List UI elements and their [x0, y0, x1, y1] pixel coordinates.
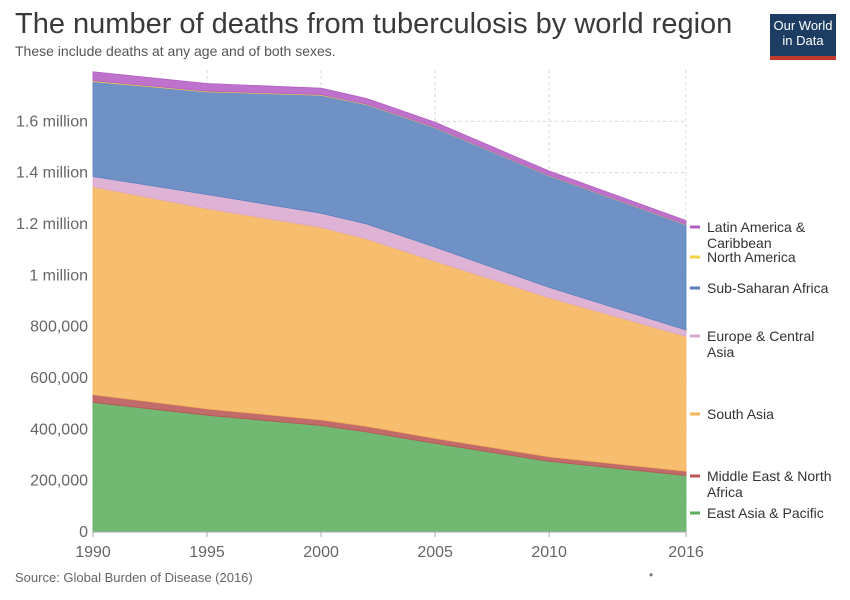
area-latin-america-and-caribbean: [92, 71, 687, 225]
logo-line-1: Our World: [773, 18, 833, 33]
source-note: Source: Global Burden of Disease (2016): [15, 570, 253, 585]
legend-label: North America: [707, 249, 796, 265]
y-tick-label: 400,000: [30, 421, 88, 438]
legend-label: Latin America & Caribbean: [707, 219, 806, 251]
owid-logo[interactable]: Our World in Data: [770, 14, 836, 60]
x-tick-label: 1995: [189, 544, 225, 561]
x-tick-label: 2016: [668, 544, 704, 561]
x-tick-label: 2005: [417, 544, 453, 561]
area-series: [92, 71, 687, 533]
legend-item-latin-america-and-caribbean: Latin America & Caribbean: [690, 219, 806, 251]
legend-item-europe-and-central-asia: Europe & Central Asia: [690, 328, 814, 360]
footer-dot: •: [649, 568, 654, 582]
legend-label: South Asia: [707, 406, 774, 422]
legend-item-middle-east-and-north-africa: Middle East & North Africa: [690, 468, 832, 500]
x-tick-label: 1990: [75, 544, 111, 561]
legend-item-sub-saharan-africa: Sub-Saharan Africa: [690, 280, 829, 296]
legend-label: Europe & Central Asia: [707, 328, 814, 360]
legend-label: Middle East & North Africa: [707, 468, 832, 500]
y-tick-label: 1.2 million: [16, 216, 88, 233]
chart-subtitle: These include deaths at any age and of b…: [15, 43, 336, 59]
legend-item-south-asia: South Asia: [690, 406, 774, 422]
logo-line-2: in Data: [782, 33, 824, 48]
y-tick-label: 0: [79, 524, 88, 541]
legend-label: Sub-Saharan Africa: [707, 280, 829, 296]
y-tick-label: 1.4 million: [16, 165, 88, 182]
legend-label: East Asia & Pacific: [707, 505, 824, 521]
legend-item-north-america: North America: [690, 249, 796, 265]
y-tick-label: 1.6 million: [16, 113, 88, 130]
logo-accent-bar: [770, 56, 836, 60]
x-tick-label: 2000: [303, 544, 339, 561]
y-tick-label: 200,000: [30, 473, 88, 490]
y-axis-ticks: 0 200,000 400,000 600,000 800,000 1 million 1.…: [16, 113, 88, 541]
y-tick-label: 800,000: [30, 319, 88, 336]
y-tick-label: 1 million: [29, 267, 88, 284]
x-axis-ticks: 1990 1995 2000 2005 2010 2016: [75, 532, 704, 561]
legend-item-east-asia-and-pacific: East Asia & Pacific: [690, 505, 824, 521]
chart-title: The number of deaths from tuberculosis b…: [15, 8, 733, 40]
x-tick-label: 2010: [531, 544, 567, 561]
y-tick-label: 600,000: [30, 370, 88, 387]
